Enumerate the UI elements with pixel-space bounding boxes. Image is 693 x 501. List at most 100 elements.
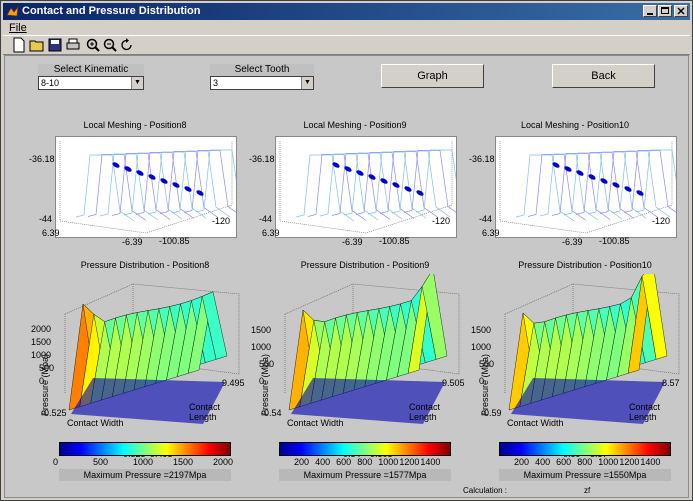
max-pressure-text: Maximum Pressure =2197Mpa bbox=[59, 469, 231, 481]
mesh-curve bbox=[403, 150, 456, 213]
mesh-curve bbox=[295, 154, 355, 222]
meshing-plot bbox=[279, 141, 456, 234]
length-far-tick: 8.57 bbox=[662, 378, 680, 388]
pressure-z-tick: 1500 bbox=[251, 325, 272, 335]
mesh-x-left: 6.39 bbox=[262, 228, 280, 238]
contact-ellipse bbox=[600, 178, 608, 184]
surface-face bbox=[641, 274, 668, 360]
contact-ellipse bbox=[344, 166, 352, 172]
colorbar-tick: 1400 bbox=[420, 457, 441, 467]
chevron-down-icon: ▼ bbox=[301, 77, 313, 89]
rotate-icon[interactable] bbox=[119, 37, 135, 53]
mesh-curve bbox=[527, 154, 587, 221]
meshing-plot bbox=[499, 141, 676, 234]
contact-ellipse bbox=[124, 166, 132, 172]
contact-ellipse bbox=[612, 182, 620, 188]
pressure-z-tick: 1000 bbox=[251, 342, 272, 352]
pressure-z-tick: 500 bbox=[479, 359, 495, 369]
mesh-y-near: -100.85 bbox=[159, 236, 190, 246]
mesh-z-bottom: -44 bbox=[39, 214, 53, 224]
mesh-curve bbox=[539, 153, 599, 221]
colorbar bbox=[499, 442, 671, 456]
pressure-z-tick: 500 bbox=[39, 363, 55, 373]
contact-width-label: Contact Width bbox=[67, 418, 124, 428]
surface-floor bbox=[71, 378, 225, 424]
colorbar-tick: 600 bbox=[556, 457, 572, 467]
calculation-value: zf bbox=[584, 486, 591, 495]
contact-ellipse bbox=[636, 190, 644, 196]
mesh-x-right: -6.39 bbox=[342, 237, 363, 247]
mesh-curve bbox=[319, 153, 379, 221]
mesh-y-far: -120 bbox=[652, 216, 671, 226]
title-bar[interactable]: Contact and Pressure Distribution bbox=[3, 3, 690, 20]
open-folder-icon[interactable] bbox=[29, 37, 45, 53]
mesh-x-right: -6.39 bbox=[122, 237, 143, 247]
surface-face bbox=[421, 274, 448, 360]
pressure-title: Pressure Distribution - Position9 bbox=[300, 260, 430, 270]
maximize-button[interactable] bbox=[658, 5, 672, 17]
pressure-axes bbox=[493, 274, 683, 430]
maximize-icon bbox=[661, 7, 669, 14]
contact-width-label: Contact Width bbox=[507, 418, 564, 428]
mesh-curve bbox=[87, 154, 147, 221]
surface-face bbox=[201, 291, 228, 360]
minimize-button[interactable] bbox=[643, 5, 657, 17]
colorbar-tick: 2000 bbox=[213, 457, 234, 467]
contact-ellipse bbox=[588, 174, 596, 180]
mesh-z-top: -36.18 bbox=[469, 154, 495, 164]
mesh-curve bbox=[355, 152, 415, 219]
pressure-title: Pressure Distribution - Position10 bbox=[518, 260, 652, 270]
menu-file[interactable]: File bbox=[9, 22, 27, 34]
mesh-curve bbox=[75, 154, 135, 222]
colorbar-tick: 800 bbox=[357, 457, 373, 467]
zoom-out-icon[interactable] bbox=[102, 37, 118, 53]
mesh-curve bbox=[135, 152, 195, 219]
save-icon[interactable] bbox=[47, 37, 63, 53]
chevron-down-icon: ▼ bbox=[131, 77, 143, 89]
zoom-in-icon[interactable] bbox=[85, 37, 101, 53]
contact-ellipse bbox=[356, 170, 364, 176]
close-button[interactable] bbox=[674, 5, 688, 17]
colorbar-tick: 600 bbox=[336, 457, 352, 467]
contact-ellipse bbox=[576, 170, 584, 176]
colorbar-tick: 400 bbox=[315, 457, 331, 467]
surface-floor bbox=[511, 378, 665, 424]
mesh-curve bbox=[623, 150, 676, 213]
contact-length-label: Contact Length bbox=[409, 402, 441, 422]
meshing-plot bbox=[59, 141, 236, 234]
meshing-axes bbox=[55, 136, 237, 238]
pressure-title: Pressure Distribution - Position8 bbox=[80, 260, 210, 270]
contact-ellipse bbox=[160, 178, 168, 184]
colorbar-tick: 1000 bbox=[378, 457, 399, 467]
colorbar-tick: 1000 bbox=[133, 457, 154, 467]
contact-ellipse bbox=[564, 166, 572, 172]
pressure-z-tick: 500 bbox=[259, 359, 275, 369]
mesh-curve bbox=[343, 152, 403, 220]
mesh-curve bbox=[367, 151, 427, 219]
tooth-select[interactable]: 3 ▼ bbox=[210, 76, 314, 90]
colorbar-tick: 0 bbox=[53, 457, 59, 467]
mesh-curve bbox=[391, 150, 451, 218]
matlab-icon bbox=[6, 5, 19, 17]
mesh-curve bbox=[551, 153, 611, 220]
mesh-curve bbox=[123, 152, 183, 220]
print-icon[interactable] bbox=[65, 37, 81, 53]
graph-button[interactable]: Graph bbox=[381, 64, 484, 88]
contact-ellipse bbox=[624, 186, 632, 192]
pressure-z-label: Pressure (Mpa) bbox=[260, 353, 270, 416]
new-file-icon[interactable] bbox=[11, 37, 27, 53]
mesh-curve bbox=[331, 153, 391, 220]
back-button[interactable]: Back bbox=[552, 64, 655, 88]
pressure-z-tick: 2000 bbox=[31, 324, 52, 334]
mesh-curve bbox=[575, 152, 635, 219]
mesh-curve bbox=[587, 151, 647, 219]
meshing-axes bbox=[275, 136, 457, 238]
mesh-curve bbox=[415, 149, 456, 213]
mesh-curve bbox=[599, 151, 659, 218]
contact-length-label: Contact Length bbox=[189, 402, 221, 422]
minimize-icon bbox=[647, 13, 653, 15]
mesh-z-top: -36.18 bbox=[29, 154, 55, 164]
kinematic-select[interactable]: 8-10 ▼ bbox=[38, 76, 144, 90]
mesh-curve bbox=[111, 153, 171, 220]
close-icon bbox=[677, 7, 685, 15]
